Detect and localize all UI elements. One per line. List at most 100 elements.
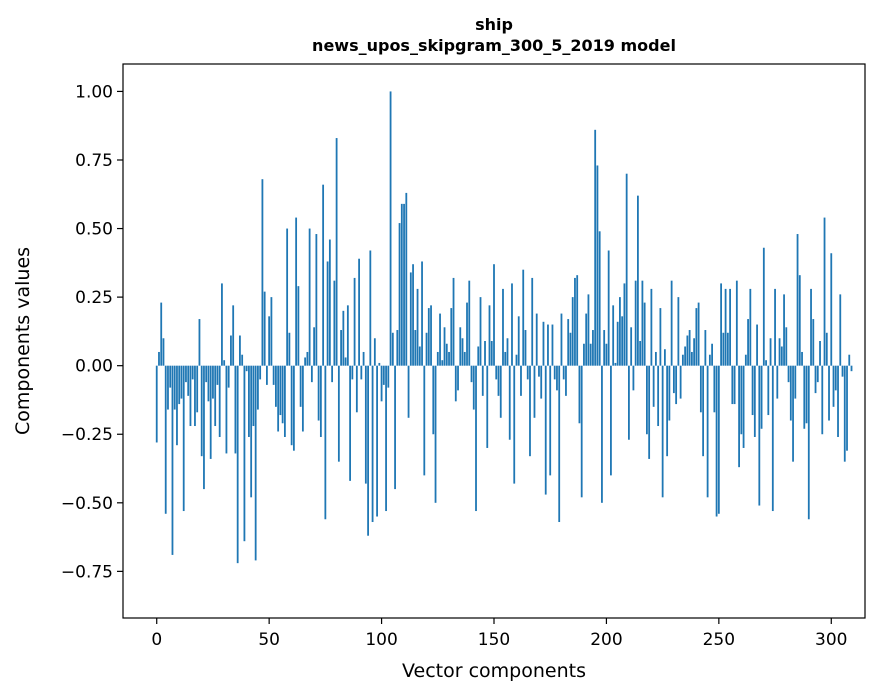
- bar-89: [355, 365, 358, 413]
- bar-49: [266, 365, 268, 385]
- bar-300: [830, 253, 833, 366]
- bar-71: [315, 234, 318, 366]
- bar-92: [362, 351, 365, 366]
- bar-18: [196, 365, 199, 413]
- bar-44: [254, 365, 257, 561]
- bar-168: [533, 365, 536, 418]
- bar-277: [778, 338, 781, 366]
- bar-180: [560, 313, 563, 366]
- bar-13: [185, 365, 187, 383]
- bar-146: [484, 341, 486, 366]
- bar-259: [738, 365, 740, 468]
- y-tick-label: −0.50: [61, 494, 113, 514]
- bar-264: [749, 288, 752, 366]
- bar-42: [250, 365, 253, 498]
- bar-283: [792, 365, 794, 462]
- bar-184: [569, 332, 572, 366]
- bar-111: [405, 192, 408, 366]
- bar-144: [479, 297, 482, 366]
- bar-247: [711, 343, 713, 366]
- bar-29: [221, 283, 223, 366]
- bar-291: [810, 288, 812, 366]
- bar-137: [463, 351, 466, 366]
- bar-190: [583, 343, 585, 366]
- bar-173: [544, 365, 547, 495]
- bar-62: [295, 217, 298, 366]
- bar-103: [387, 365, 390, 388]
- bar-204: [614, 362, 617, 366]
- bar-121: [427, 308, 430, 366]
- bar-26: [214, 365, 217, 427]
- bar-107: [396, 330, 399, 366]
- x-tick-label: 100: [365, 630, 397, 650]
- bar-171: [540, 365, 543, 399]
- bar-276: [776, 365, 779, 399]
- bar-69: [310, 365, 313, 383]
- bar-166: [529, 365, 531, 457]
- bar-138: [466, 302, 468, 366]
- bar-60: [290, 365, 293, 446]
- bar-208: [623, 283, 626, 366]
- bar-151: [495, 365, 498, 380]
- bar-303: [837, 365, 839, 437]
- bar-282: [789, 365, 792, 421]
- bar-9: [176, 365, 178, 446]
- chart-subtitle: news_upos_skipgram_300_5_2019 model: [312, 36, 676, 55]
- y-tick-label: 0.25: [75, 288, 113, 308]
- bar-207: [621, 316, 624, 366]
- bar-59: [288, 332, 291, 366]
- bar-201: [607, 250, 610, 366]
- bar-105: [391, 332, 394, 366]
- bar-20: [200, 365, 203, 457]
- bar-134: [457, 365, 459, 391]
- x-tick-label: 200: [590, 630, 622, 650]
- x-axis-label: Vector components: [402, 660, 586, 682]
- bar-286: [798, 275, 801, 366]
- bar-157: [508, 365, 511, 440]
- bar-272: [767, 365, 770, 416]
- bar-236: [686, 335, 689, 366]
- bar-36: [236, 365, 239, 564]
- y-tick-label: 0.75: [75, 151, 113, 171]
- bar-202: [610, 365, 612, 476]
- bar-210: [628, 365, 630, 440]
- bar-131: [450, 308, 453, 366]
- bar-280: [785, 327, 788, 366]
- bar-75: [324, 365, 327, 520]
- bar-91: [360, 365, 363, 380]
- bar-31: [225, 365, 228, 454]
- bar-3: [162, 338, 165, 366]
- bar-279: [783, 294, 785, 366]
- x-tick-label: 250: [703, 630, 735, 650]
- bar-33: [230, 335, 232, 366]
- bar-217: [643, 302, 646, 366]
- bar-246: [708, 354, 711, 366]
- bar-23: [207, 365, 210, 402]
- bar-218: [646, 365, 648, 435]
- bar-270: [762, 247, 765, 366]
- bar-133: [454, 365, 457, 402]
- bar-35: [234, 365, 237, 454]
- bar-56: [281, 365, 284, 424]
- bar-81: [337, 365, 340, 462]
- bar-25: [212, 365, 214, 399]
- bar-307: [846, 365, 848, 451]
- bar-58: [286, 228, 289, 366]
- bar-250: [717, 365, 720, 514]
- bar-288: [803, 365, 806, 429]
- x-tick-label: 300: [815, 630, 847, 650]
- bar-82: [340, 330, 342, 366]
- bar-234: [681, 354, 684, 366]
- bar-200: [605, 343, 608, 366]
- bar-135: [459, 327, 462, 366]
- bar-229: [670, 280, 673, 366]
- bar-257: [733, 365, 736, 405]
- bar-150: [493, 264, 495, 366]
- bar-255: [729, 288, 731, 366]
- bar-112: [407, 365, 410, 418]
- bar-22: [205, 365, 208, 383]
- bar-102: [385, 365, 387, 512]
- x-tick-label: 50: [258, 630, 280, 650]
- bar-176: [551, 324, 554, 366]
